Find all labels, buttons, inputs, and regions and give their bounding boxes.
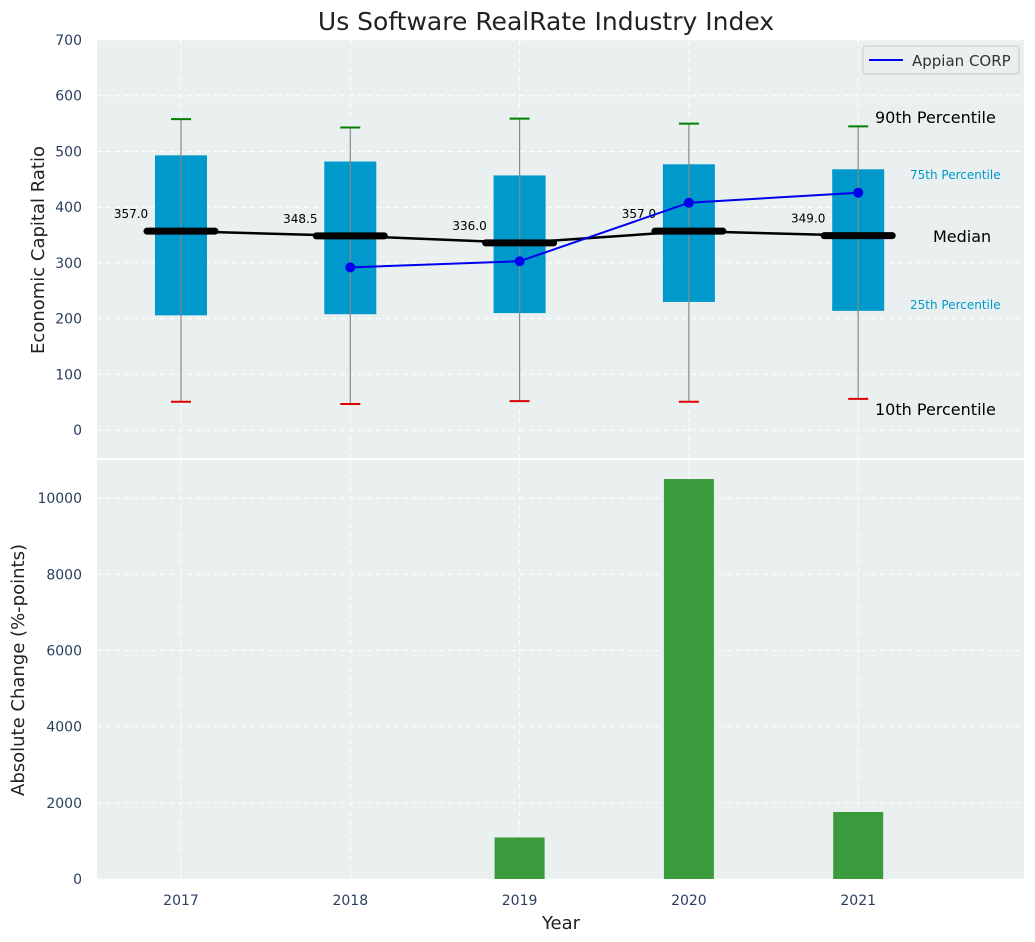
bottom-y-axis-label: Absolute Change (%-points) [8,544,29,796]
top-y-tick-label: 600 [55,89,82,105]
legend: Appian CORP [862,45,1020,75]
x-axis-label: Year [541,913,581,934]
top-y-tick-label: 0 [73,423,82,439]
legend-box [862,45,1020,75]
median-value-label-2021: 349.0 [791,212,825,226]
bottom-y-tick-label: 0 [73,872,82,888]
top-y-tick-label: 700 [55,33,82,49]
series-point-2021 [853,187,864,198]
annotation-p90: 90th Percentile [875,108,996,127]
bottom-panel: 0 2000 4000 6000 8000 10000 2017 2018 2019 2020 2… [8,460,1024,934]
series-point-2020 [683,197,694,208]
top-y-axis-label: Economic Capital Ratio [28,146,49,354]
median-value-label-2017: 357.0 [114,207,148,221]
chart-title: Us Software RealRate Industry Index [318,7,774,36]
bottom-y-tick-label: 6000 [46,643,82,659]
x-tick-label-2021: 2021 [840,893,876,909]
series-line-appian [350,191,859,269]
top-y-tick-label: 200 [55,312,82,328]
series-point-2018 [345,262,356,273]
annotation-median: Median [933,227,991,246]
bottom-y-tick-label: 10000 [37,491,82,507]
top-y-tick-label: 300 [55,256,82,272]
x-tick-label-2020: 2020 [671,893,707,909]
bottom-y-tick-label: 8000 [46,567,82,583]
x-tick-label-2018: 2018 [332,893,368,909]
percentile-annotations: 90th Percentile 75th Percentile Median 2… [875,108,1001,419]
median-value-label-2019: 336.0 [452,219,486,233]
bar-2020 [663,479,714,879]
top-plot-area [97,40,1024,458]
legend-label-appian: Appian CORP [912,52,1011,70]
x-tick-label-2019: 2019 [502,893,538,909]
bar-2021 [833,811,884,879]
top-y-tick-label: 100 [55,367,82,383]
x-tick-label-2017: 2017 [163,893,199,909]
bottom-y-tick-label: 4000 [46,720,82,736]
bottom-y-tick-label: 2000 [46,796,82,812]
median-value-label-2018: 348.5 [283,212,317,226]
bottom-plot-area [97,460,1024,879]
bar-2019 [494,837,545,879]
annotation-p25: 25th Percentile [910,298,1001,312]
annotation-p10: 10th Percentile [875,400,996,419]
top-y-tick-label: 400 [55,200,82,216]
series-point-2019 [514,256,525,267]
top-y-tick-label: 500 [55,144,82,160]
annotation-p75: 75th Percentile [910,168,1001,182]
